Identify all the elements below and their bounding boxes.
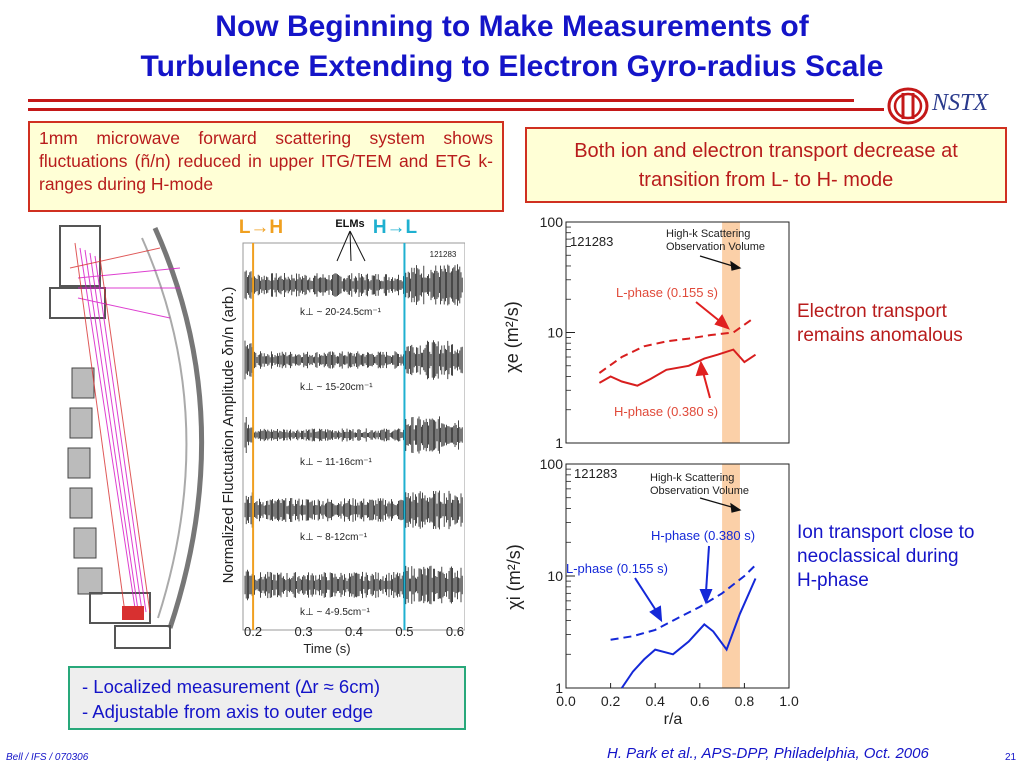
- electron-note-line1: Electron transport: [797, 301, 947, 322]
- k-range-label: k⊥ ~ 20-24.5cm⁻¹: [300, 307, 382, 318]
- chi-i-y-tick-label: 1: [555, 680, 563, 696]
- electron-note-line2: remains anomalous: [797, 325, 963, 346]
- electron-transport-note: Electron transport remains anomalous: [797, 300, 963, 348]
- timeseries-x-tick: 0.2: [244, 624, 262, 639]
- chi-i-observation-arrow: [699, 497, 742, 513]
- chi-i-x-tick-label: 0.4: [645, 693, 665, 709]
- chi-e-y-axis-label: χe (m²/s): [502, 301, 522, 372]
- title-rule-top: [28, 99, 854, 102]
- elm-arrow: [349, 230, 352, 262]
- chi-i-x-axis-label: r/a: [664, 711, 683, 728]
- timeseries-x-tick: 0.3: [295, 624, 313, 639]
- chi-e-l-phase-label: L-phase (0.155 s): [616, 285, 718, 300]
- chi-i-l-phase-label: L-phase (0.155 s): [566, 561, 668, 576]
- k-range-label: k⊥ ~ 8-12cm⁻¹: [300, 532, 368, 543]
- scattering-geometry-diagram: [30, 218, 215, 668]
- slide-title-line2: Turbulence Extending to Electron Gyro-ra…: [140, 50, 884, 83]
- transport-summary-box: Both ion and electron transport decrease…: [525, 127, 1007, 203]
- k-range-label: k⊥ ~ 4-9.5cm⁻¹: [300, 607, 371, 618]
- nstx-logo-icon: [887, 87, 929, 125]
- chi-i-shot-number: 121283: [574, 466, 617, 481]
- chi-i-observation-band: [722, 464, 740, 688]
- measurement-features-box: - Localized measurement (∆r ≈ 6cm) - Adj…: [68, 666, 466, 730]
- chi-i-h-phase-arrow: [705, 545, 710, 593]
- chi-e-y-tick-label: 100: [540, 214, 564, 230]
- chi-i-y-tick-label: 100: [540, 456, 564, 472]
- elms-annotation: ELMs: [335, 218, 364, 230]
- timeseries-y-axis-label: Normalized Fluctuation Amplitude δn/n (a…: [220, 287, 237, 584]
- chi-e-h-phase-line: [598, 348, 757, 387]
- l-to-h-marker-label: L→H: [239, 217, 283, 238]
- chi-e-observation-label-line2: Observation Volume: [666, 241, 765, 253]
- footer-author: Bell / IFS / 070306: [6, 752, 89, 763]
- title-rule-bottom: [28, 108, 884, 111]
- fluctuation-timeseries-chart: L→H H→L k⊥ ~ 20-24.5cm⁻¹ k⊥ ~ 15-20cm⁻¹ k⊥ …: [220, 217, 465, 656]
- elm-arrow: [336, 230, 351, 262]
- chi-i-x-tick-label: 0.8: [735, 693, 755, 709]
- nstx-logo-text: NSTX: [932, 90, 989, 116]
- chi-e-h-phase-arrow: [702, 371, 711, 399]
- chi-i-h-phase-label: H-phase (0.380 s): [651, 528, 755, 543]
- footer-citation: H. Park et al., APS-DPP, Philadelphia, O…: [607, 745, 929, 762]
- chi-e-l-phase-arrow: [695, 301, 723, 324]
- chi-i-chart: 100 10 10.0 0.2 0.4 0.6 0.8 1.0 χi (m²/s) r/a 1…: [504, 456, 799, 728]
- timeseries-x-tick: 0.6: [446, 624, 464, 639]
- scattering-description-box: 1mm microwave forward scattering system …: [28, 121, 504, 212]
- timeseries-shot-number: 121283: [430, 250, 457, 259]
- chi-i-x-tick-label: 0.0: [556, 693, 576, 709]
- scattering-description-text: 1mm microwave forward scattering system …: [39, 128, 493, 194]
- fluctuation-trace: [244, 340, 463, 380]
- ion-note-line1: Ion transport close to: [797, 522, 975, 543]
- fluctuation-trace: [244, 416, 463, 454]
- page-number: 21: [1005, 752, 1017, 763]
- fluctuation-trace: [244, 490, 463, 530]
- chi-i-l-phase-arrow: [634, 577, 658, 613]
- fluctuation-trace: [244, 565, 463, 605]
- timeseries-x-tick: 0.4: [345, 624, 363, 639]
- transport-summary-text: Both ion and electron transport decrease…: [574, 140, 958, 191]
- ion-note-line3: H-phase: [797, 570, 869, 591]
- chi-i-h-phase-line: [620, 578, 757, 689]
- chi-i-y-tick-label: 10: [547, 568, 563, 584]
- chi-e-observation-label-line1: High-k Scattering: [666, 228, 750, 240]
- fluctuation-trace: [244, 264, 463, 306]
- slide-title-line1: Now Beginning to Make Measurements of: [215, 10, 809, 43]
- k-range-label: k⊥ ~ 11-16cm⁻¹: [300, 457, 373, 468]
- chi-e-h-phase-label: H-phase (0.380 s): [614, 404, 718, 419]
- elm-arrow: [349, 230, 366, 262]
- chi-e-l-phase-line: [598, 319, 752, 374]
- chi-i-x-tick-label: 1.0: [779, 693, 799, 709]
- h-to-l-marker-label: H→L: [373, 217, 418, 238]
- measurement-feature-2: - Adjustable from axis to outer edge: [82, 701, 374, 722]
- chi-i-x-tick-label: 0.2: [601, 693, 621, 709]
- chi-i-x-tick-label: 0.6: [690, 693, 710, 709]
- ion-transport-note: Ion transport close to neoclassical duri…: [797, 521, 974, 593]
- chi-e-observation-arrow: [699, 255, 742, 271]
- chi-i-l-phase-line: [610, 564, 757, 641]
- chi-e-y-tick-label: 10: [547, 325, 563, 341]
- timeseries-x-tick: 0.5: [395, 624, 413, 639]
- chi-e-chart: 100 10 1 χe (m²/s) 121283 High-k Scatterin…: [502, 214, 790, 451]
- measurement-feature-1: - Localized measurement (∆r ≈ 6cm): [82, 676, 381, 697]
- chi-i-observation-label-line1: High-k Scattering: [650, 472, 734, 484]
- chi-i-plot-frame: [565, 463, 790, 689]
- k-range-label: k⊥ ~ 15-20cm⁻¹: [300, 382, 373, 393]
- chi-i-observation-label-line2: Observation Volume: [650, 485, 749, 497]
- ion-note-line2: neoclassical during: [797, 546, 959, 567]
- timeseries-x-axis-label: Time (s): [303, 641, 350, 656]
- chi-i-y-axis-label: χi (m²/s): [504, 544, 524, 609]
- chi-e-shot-number: 121283: [570, 234, 613, 249]
- chi-e-y-tick-label: 1: [555, 435, 563, 451]
- chi-e-observation-band: [722, 222, 740, 443]
